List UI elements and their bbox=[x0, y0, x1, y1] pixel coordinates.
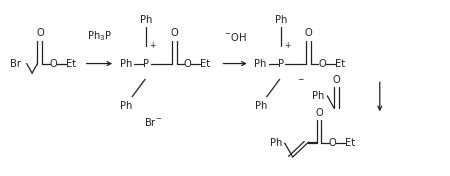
Text: P: P bbox=[278, 59, 284, 69]
Text: Ph: Ph bbox=[255, 101, 267, 111]
Text: Et: Et bbox=[335, 59, 345, 69]
Text: +: + bbox=[284, 42, 290, 51]
Text: O: O bbox=[50, 59, 57, 69]
Text: +: + bbox=[149, 42, 156, 51]
Text: O: O bbox=[328, 138, 337, 148]
Text: Ph: Ph bbox=[275, 15, 287, 25]
Text: Et: Et bbox=[200, 59, 211, 69]
Text: Ph$_3$P: Ph$_3$P bbox=[87, 29, 112, 43]
Text: O: O bbox=[333, 74, 340, 84]
Text: Br: Br bbox=[9, 59, 21, 69]
Text: Et: Et bbox=[66, 59, 76, 69]
Text: O: O bbox=[36, 28, 44, 38]
Text: Ph: Ph bbox=[312, 91, 325, 101]
Text: −: − bbox=[297, 75, 303, 84]
Text: Ph: Ph bbox=[270, 138, 282, 148]
Text: O: O bbox=[318, 59, 326, 69]
Text: O: O bbox=[184, 59, 192, 69]
Text: Ph: Ph bbox=[121, 101, 133, 111]
Text: Ph: Ph bbox=[140, 15, 153, 25]
Text: P: P bbox=[144, 59, 149, 69]
Text: Et: Et bbox=[345, 138, 356, 148]
Text: Ph: Ph bbox=[254, 59, 266, 69]
Text: O: O bbox=[305, 28, 313, 38]
Text: $^{-}$OH: $^{-}$OH bbox=[224, 31, 247, 43]
Text: Ph: Ph bbox=[120, 59, 132, 69]
Text: O: O bbox=[170, 28, 178, 38]
Text: Br$^{-}$: Br$^{-}$ bbox=[144, 116, 162, 128]
Text: O: O bbox=[315, 108, 323, 118]
